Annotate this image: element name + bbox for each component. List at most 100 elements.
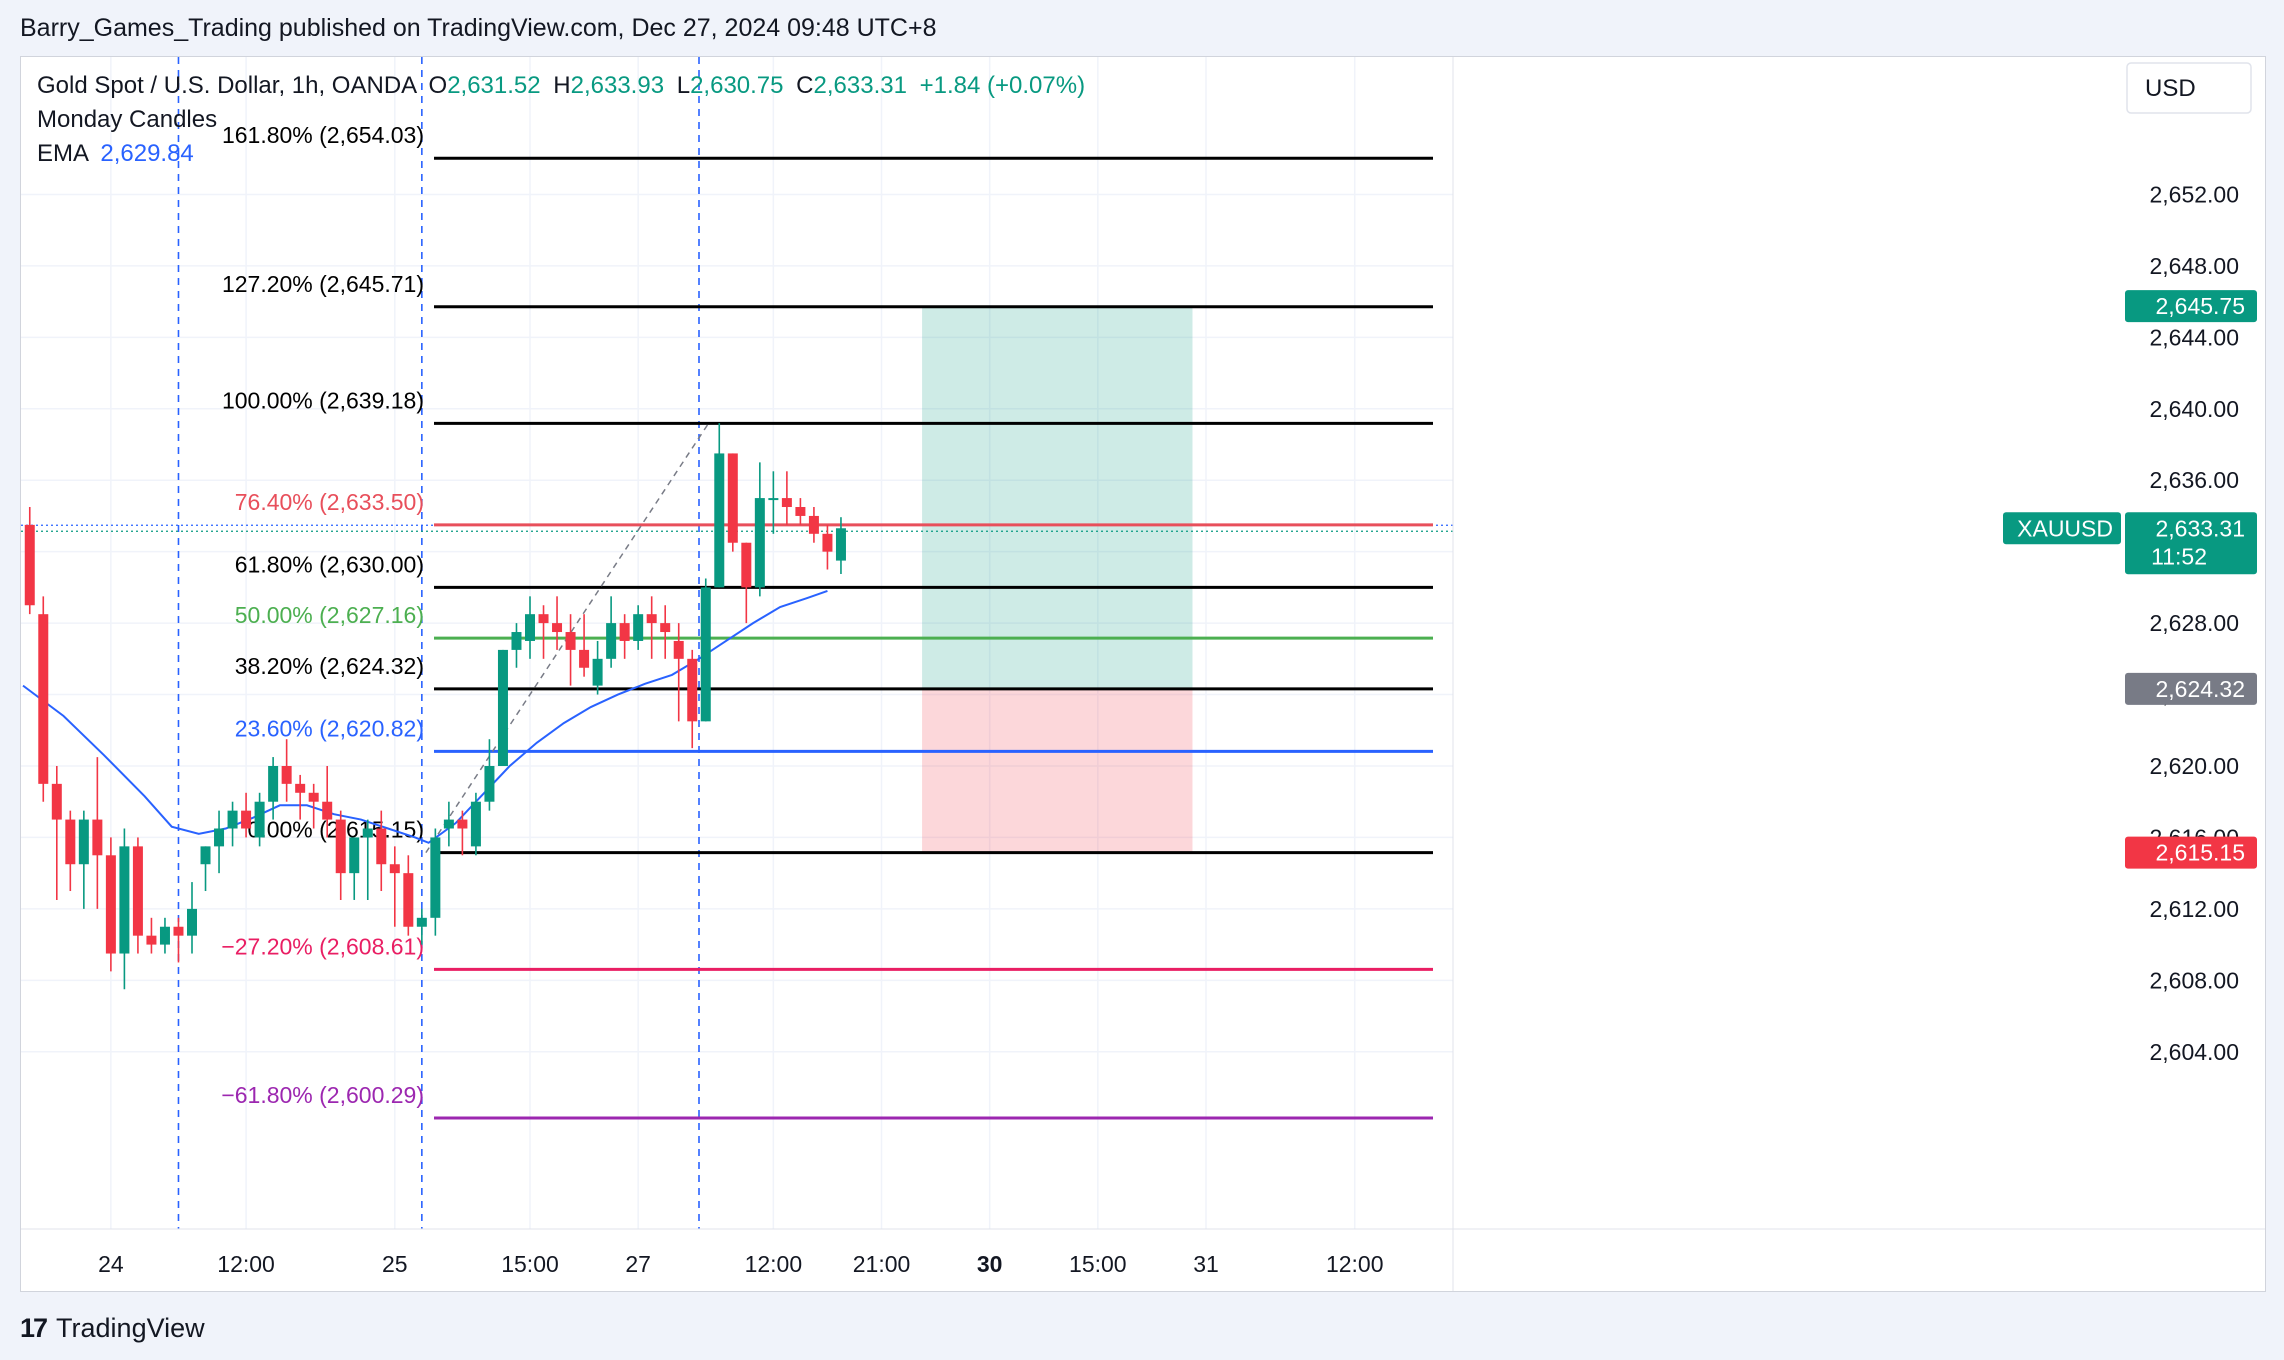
candle-body: [430, 837, 441, 918]
time-tick-label: 12:00: [217, 1251, 275, 1277]
bar-countdown-text: 11:52: [2151, 543, 2207, 569]
currency-label: USD: [2145, 75, 2196, 102]
candle-body: [497, 649, 508, 766]
candle-body: [295, 783, 306, 793]
price-tick-label: 2,612.00: [2149, 896, 2239, 922]
fib-level-label: −61.80% (2,600.29): [221, 1082, 424, 1108]
candle-body: [538, 614, 549, 624]
candle-body: [241, 810, 252, 829]
time-tick-label: 12:00: [745, 1251, 803, 1277]
price-tick-label: 2,648.00: [2149, 253, 2239, 279]
time-tick-label: 25: [382, 1251, 408, 1277]
chart-frame: 161.80% (2,654.03) 127.20% (2,645.71) 100.…: [20, 56, 2266, 1292]
tradingview-brand[interactable]: TradingView: [56, 1312, 205, 1343]
fib-level-label: 38.20% (2,624.32): [235, 653, 424, 679]
candle-body: [51, 783, 62, 820]
price-tick-label: 2,608.00: [2149, 967, 2239, 993]
candle-body: [457, 819, 468, 829]
price-badge: [2125, 836, 2257, 869]
open-label: O: [428, 72, 448, 99]
candle-body: [592, 658, 603, 686]
candle-body: [268, 765, 279, 802]
candle-body: [835, 528, 846, 561]
candle-body: [673, 640, 684, 659]
price-tick-label: 2,636.00: [2149, 467, 2239, 493]
candle-body: [511, 632, 522, 650]
candle-body: [254, 801, 265, 838]
fib-level-label: 23.60% (2,620.82): [235, 715, 424, 741]
candle-body: [443, 819, 454, 829]
fib-level-label: 161.80% (2,654.03): [222, 122, 424, 148]
candle-body: [376, 828, 387, 865]
indicator-ema[interactable]: EMA 2,629.84: [37, 137, 1085, 171]
time-tick-label: 31: [1193, 1251, 1219, 1277]
tradingview-logo-icon[interactable]: 17: [20, 1312, 48, 1343]
candle-body: [105, 855, 116, 954]
candle-body: [660, 623, 671, 633]
time-tick-label: 30: [977, 1251, 1003, 1277]
price-tick-label: 2,620.00: [2149, 753, 2239, 779]
candle-body: [416, 917, 427, 927]
candle-body: [579, 649, 590, 668]
candle-body: [633, 614, 644, 641]
candle-body: [187, 908, 197, 936]
candle-body: [146, 935, 157, 945]
candle-body: [132, 846, 143, 936]
price-badge-text: 2,645.75: [2155, 293, 2245, 319]
current-price-badge: [2125, 512, 2257, 575]
candle-body: [403, 873, 414, 927]
candle-body: [484, 765, 495, 802]
indicator-monday-candles[interactable]: Monday Candles: [37, 106, 218, 133]
time-tick-label: 27: [625, 1251, 651, 1277]
candle-body: [687, 658, 698, 722]
price-tick-label: 2,644.00: [2149, 324, 2239, 350]
candle-body: [727, 453, 738, 543]
price-tick-label: 2,652.00: [2149, 181, 2239, 207]
time-tick-label: 15:00: [1069, 1251, 1127, 1277]
candle-body: [781, 498, 792, 508]
candle-body: [335, 819, 346, 874]
candle-body: [24, 524, 35, 606]
candle-body: [308, 792, 319, 802]
candle-body: [808, 515, 819, 534]
fib-level-label: 127.20% (2,645.71): [222, 271, 424, 297]
legend-symbol-row: Gold Spot / U.S. Dollar, 1h, OANDA O2,63…: [37, 69, 1085, 103]
current-price-text: 2,633.31: [2155, 515, 2245, 541]
fib-level-label: −27.20% (2,608.61): [221, 933, 424, 959]
candle-body: [159, 926, 170, 945]
price-badge: [2125, 672, 2257, 705]
candle-body: [92, 819, 103, 856]
candle-body: [78, 819, 89, 865]
high-value: 2,633.93: [570, 72, 665, 99]
candle-body: [349, 837, 360, 874]
candle-body: [822, 533, 833, 552]
publish-info: Barry_Games_Trading published on Trading…: [20, 14, 937, 42]
fib-level-label: 50.00% (2,627.16): [235, 602, 424, 628]
low-value: 2,630.75: [690, 72, 784, 99]
symbol-badge: [2003, 512, 2121, 545]
time-tick-label: 15:00: [501, 1251, 559, 1277]
chart-svg[interactable]: 161.80% (2,654.03) 127.20% (2,645.71) 100.…: [21, 57, 2265, 1291]
price-tick-label: 2,604.00: [2149, 1039, 2239, 1065]
candle-body: [322, 801, 333, 820]
time-tick-label: 21:00: [853, 1251, 911, 1277]
stop-loss-zone: [922, 688, 1193, 853]
candle-body: [362, 828, 373, 838]
footer: 17 TradingView: [20, 1308, 205, 1348]
candle-body: [65, 819, 76, 865]
candle-body: [714, 453, 725, 588]
price-badge-text: 2,624.32: [2155, 676, 2245, 702]
candle-body: [606, 623, 617, 659]
high-label: H: [553, 72, 571, 99]
time-tick-label: 12:00: [1326, 1251, 1384, 1277]
candle-body: [227, 810, 238, 829]
fib-level-label: 100.00% (2,639.18): [222, 387, 424, 413]
open-value: 2,631.52: [447, 72, 541, 99]
candle-body: [552, 623, 563, 633]
publish-header: Barry_Games_Trading published on Trading…: [0, 0, 2284, 56]
ema-value: 2,629.84: [100, 140, 194, 167]
candle-body: [619, 623, 630, 641]
symbol-title[interactable]: Gold Spot / U.S. Dollar, 1h, OANDA: [37, 72, 416, 99]
currency-button: [2126, 62, 2252, 114]
candle-body: [173, 926, 184, 936]
